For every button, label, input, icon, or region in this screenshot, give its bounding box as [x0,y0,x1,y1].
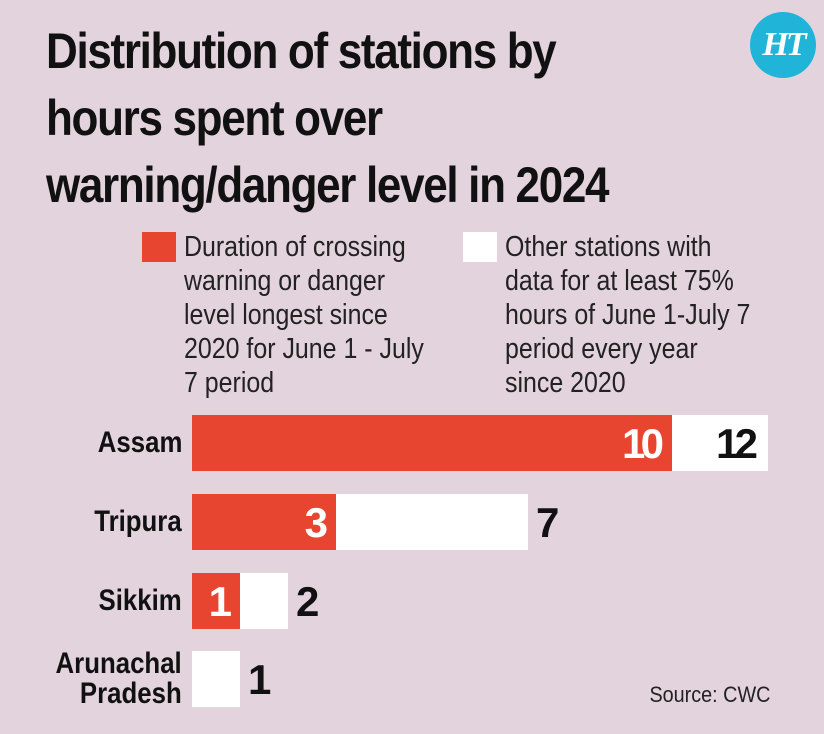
legend-line: since 2020 [505,367,626,399]
source-note: Source: CWC [648,682,770,707]
category-label: Arunachal Pradesh [56,649,182,709]
legend-line: hours of June 1-July 7 [505,299,751,331]
bar-record-duration [192,573,240,629]
category-label: Assam [97,428,182,458]
bar-other-stations [192,651,240,707]
legend-label: Duration of crossing warning or danger l… [184,230,424,400]
legend-label: Other stations with data for at least 75… [505,230,750,400]
category-label-line: Assam [97,426,182,459]
bar-record-duration [192,415,672,471]
data-label-record: 1 [209,578,232,625]
legend-line: 7 period [184,367,275,399]
data-label-record: 3 [305,499,328,546]
category-label-line: Tripura [94,505,182,538]
data-label-total: 1 [248,656,271,703]
chart-title: Distribution of stations by hours spent … [46,18,662,219]
legend-line: 2020 for June 1 - July [184,333,424,365]
title-line: hours spent over [46,90,383,146]
data-label-record: 10 [622,420,664,467]
category-label-line: Sikkim [98,584,182,617]
logo-text: HT [762,26,806,63]
legend-swatch-white [463,232,497,262]
title-line: Distribution of stations by [46,23,557,79]
data-label-total: 2 [296,578,319,625]
legend-line: period every year [505,333,698,365]
category-label-line: Arunachal [55,647,182,680]
legend-line: Other stations with [505,231,712,263]
bar-record-duration [192,494,336,550]
data-label-total: 7 [536,499,559,546]
category-label: Tripura [95,507,182,537]
title-line: warning/danger level in 2024 [46,157,609,213]
legend-line: data for at least 75% [505,265,734,297]
legend-swatch-red [142,232,176,262]
category-label-line: Pradesh [80,677,182,710]
legend-line: Duration of crossing [184,231,406,263]
data-label-total: 12 [716,420,758,467]
ht-logo: HT [750,12,816,78]
legend-line: warning or danger [184,265,386,297]
legend-line: level longest since [184,299,388,331]
category-label: Sikkim [99,586,182,616]
